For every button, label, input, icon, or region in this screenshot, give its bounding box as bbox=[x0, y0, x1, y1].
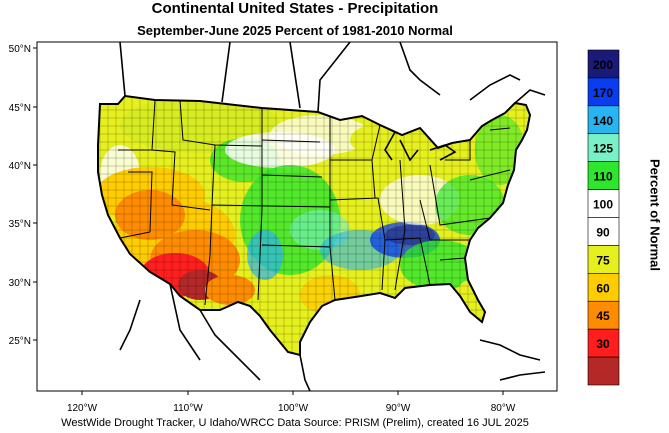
colorbar-label: 110 bbox=[593, 170, 613, 184]
us-outline bbox=[97, 94, 532, 357]
lat-label: 25°N bbox=[9, 336, 31, 347]
colorbar-swatch bbox=[587, 105, 620, 135]
colorbar-swatch bbox=[587, 217, 620, 246]
lon-label: 90°W bbox=[386, 403, 411, 414]
footer-credit: WestWide Drought Tracker, U Idaho/WRCC D… bbox=[61, 417, 529, 429]
lat-label: 45°N bbox=[9, 103, 31, 114]
lon-label: 120°W bbox=[67, 403, 98, 414]
colorbar: 200 170 140 125 110 100 90 75 60 45 30 bbox=[587, 49, 620, 386]
context-geography bbox=[119, 41, 546, 392]
colorbar-swatch bbox=[587, 300, 620, 330]
lon-label: 110°W bbox=[173, 403, 203, 414]
colorbar-label: 125 bbox=[593, 142, 613, 156]
lon-label: 100°W bbox=[278, 403, 309, 414]
colorbar-label: 30 bbox=[596, 337, 610, 351]
colorbar-label: 100 bbox=[593, 198, 613, 212]
colorbar-swatch bbox=[587, 77, 620, 107]
lat-label: 30°N bbox=[9, 278, 31, 289]
colorbar-label: 140 bbox=[593, 114, 613, 128]
latitude-axis: 50°N 45°N 40°N 35°N 30°N 25°N bbox=[9, 44, 37, 347]
colorbar-swatch bbox=[587, 133, 620, 162]
longitude-axis: 120°W 110°W 100°W 90°W 80°W bbox=[67, 391, 516, 414]
lat-label: 50°N bbox=[9, 44, 31, 55]
colorbar-swatch bbox=[587, 189, 620, 218]
colorbar-swatch bbox=[587, 273, 620, 302]
colorbar-label: 45 bbox=[596, 309, 610, 323]
colorbar-label: 90 bbox=[596, 225, 610, 239]
colorbar-label: 75 bbox=[596, 253, 610, 267]
state-boundaries bbox=[118, 99, 511, 306]
colorbar-swatch bbox=[587, 161, 620, 190]
lat-label: 35°N bbox=[9, 219, 31, 230]
colorbar-swatch bbox=[587, 245, 620, 274]
lon-label: 80°W bbox=[491, 403, 516, 414]
colorbar-swatch bbox=[587, 49, 620, 79]
colorbar-label: 170 bbox=[593, 86, 613, 100]
colorbar-title: Percent of Normal bbox=[647, 159, 663, 271]
map-subtitle: September-June 2025 Percent of 1981-2010… bbox=[137, 23, 453, 38]
colorbar-label: 60 bbox=[596, 281, 610, 295]
colorbar-label: 200 bbox=[593, 58, 613, 72]
map-title: Continental United States - Precipitatio… bbox=[151, 0, 439, 17]
lat-label: 40°N bbox=[9, 161, 31, 172]
colorbar-swatch bbox=[587, 356, 620, 386]
